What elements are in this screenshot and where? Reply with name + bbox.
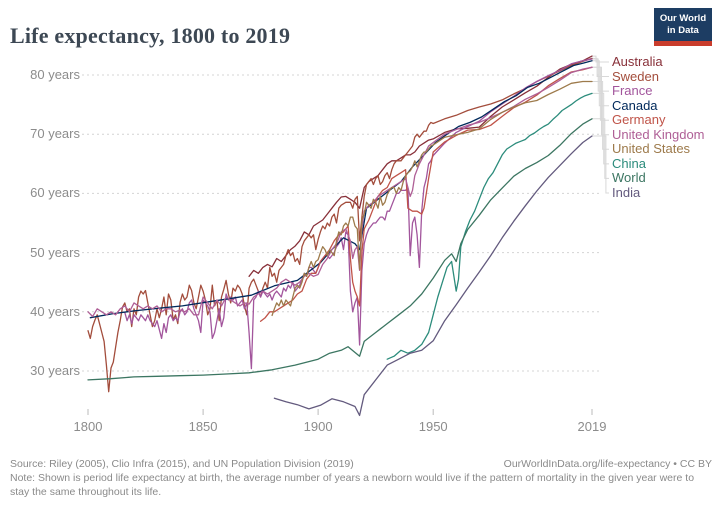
- x-axis-label-1900: 1900: [303, 419, 333, 434]
- y-axis-label-60: 60 years: [30, 185, 80, 201]
- series-line-india[interactable]: [273, 135, 593, 417]
- x-axis-label-1950: 1950: [418, 419, 448, 434]
- legend-item-france[interactable]: France: [612, 83, 653, 99]
- source-text: Source: Riley (2005), Clio Infra (2015),…: [10, 458, 354, 470]
- x-axis-label-1800: 1800: [73, 419, 103, 434]
- legend-item-germany[interactable]: Germany: [612, 112, 666, 128]
- owid-logo[interactable]: Our World in Data: [654, 8, 712, 46]
- legend-item-world[interactable]: World: [612, 170, 646, 186]
- owid-logo-stripe: [654, 41, 712, 46]
- x-axis-label-2019: 2019: [577, 419, 607, 434]
- legend-item-china[interactable]: China: [612, 155, 646, 171]
- owid-link[interactable]: OurWorldInData.org/life-expectancy • CC …: [503, 458, 712, 470]
- y-axis-label-80: 80 years: [30, 67, 80, 82]
- series-line-world[interactable]: [87, 118, 593, 381]
- owid-logo-text: Our World in Data: [654, 8, 712, 41]
- legend-item-australia[interactable]: Australia: [612, 54, 663, 69]
- line-chart-plot: [82, 55, 609, 417]
- series-line-canada[interactable]: [89, 60, 593, 319]
- owid-logo-line1: Our World: [659, 13, 707, 25]
- chart-title: Life expectancy, 1800 to 2019: [10, 22, 291, 48]
- owid-logo-line2: in Data: [667, 24, 699, 36]
- legend-item-united-states[interactable]: United States: [612, 141, 691, 157]
- series-line-sweden[interactable]: [87, 57, 593, 393]
- series-line-australia[interactable]: [248, 55, 593, 277]
- legend-connector-india: [592, 135, 609, 194]
- y-axis-label-70: 70 years: [30, 126, 80, 142]
- series-line-china[interactable]: [386, 92, 593, 360]
- legend-item-canada[interactable]: Canada: [612, 97, 658, 113]
- series-line-france[interactable]: [124, 58, 593, 370]
- y-axis-label-50: 50 years: [30, 244, 80, 260]
- y-axis-label-40: 40 years: [30, 303, 80, 319]
- chart-footer: Source: Riley (2005), Clio Infra (2015),…: [0, 453, 720, 508]
- legend-item-india[interactable]: India: [612, 184, 641, 200]
- legend-item-united-kingdom[interactable]: United Kingdom: [612, 126, 705, 142]
- y-axis-label-30: 30 years: [30, 363, 80, 378]
- x-axis-label-1850: 1850: [188, 419, 218, 434]
- legend-connector-france: [592, 58, 609, 92]
- series-line-united-states[interactable]: [271, 80, 593, 317]
- legend-item-sweden[interactable]: Sweden: [612, 68, 659, 84]
- series-line-united-kingdom[interactable]: [87, 66, 593, 318]
- note-text: Note: Shown is period life expectancy at…: [10, 472, 695, 499]
- legend-connector-world: [592, 118, 609, 179]
- series-line-germany[interactable]: [259, 66, 593, 322]
